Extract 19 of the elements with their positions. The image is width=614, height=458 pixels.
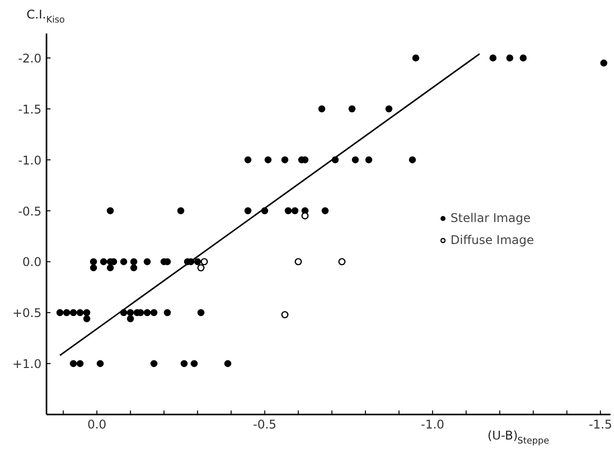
y-tick-label: -0.5 (18, 204, 42, 218)
y-tick-label: -2.0 (18, 51, 42, 66)
point (301, 212, 309, 220)
point (200, 258, 208, 266)
legend-label: Stellar Image (450, 211, 531, 225)
point (197, 264, 205, 272)
x-tick-label: -0.5 (253, 418, 276, 432)
y-tick-label: +1.0 (12, 357, 42, 372)
x-tick-label: -1.5 (588, 418, 612, 432)
point (338, 258, 346, 266)
legend-label: Diffuse Image (450, 233, 534, 247)
x-tick-label: -1.0 (420, 418, 444, 432)
y-tick-label: -1.5 (18, 102, 42, 116)
point (281, 311, 288, 318)
point (294, 258, 302, 266)
y-tick-label: -1.0 (18, 153, 42, 168)
y-tick-label: 0.0 (22, 255, 42, 270)
x-tick-label: 0.0 (87, 418, 106, 432)
y-tick-label: +0.5 (12, 306, 42, 320)
